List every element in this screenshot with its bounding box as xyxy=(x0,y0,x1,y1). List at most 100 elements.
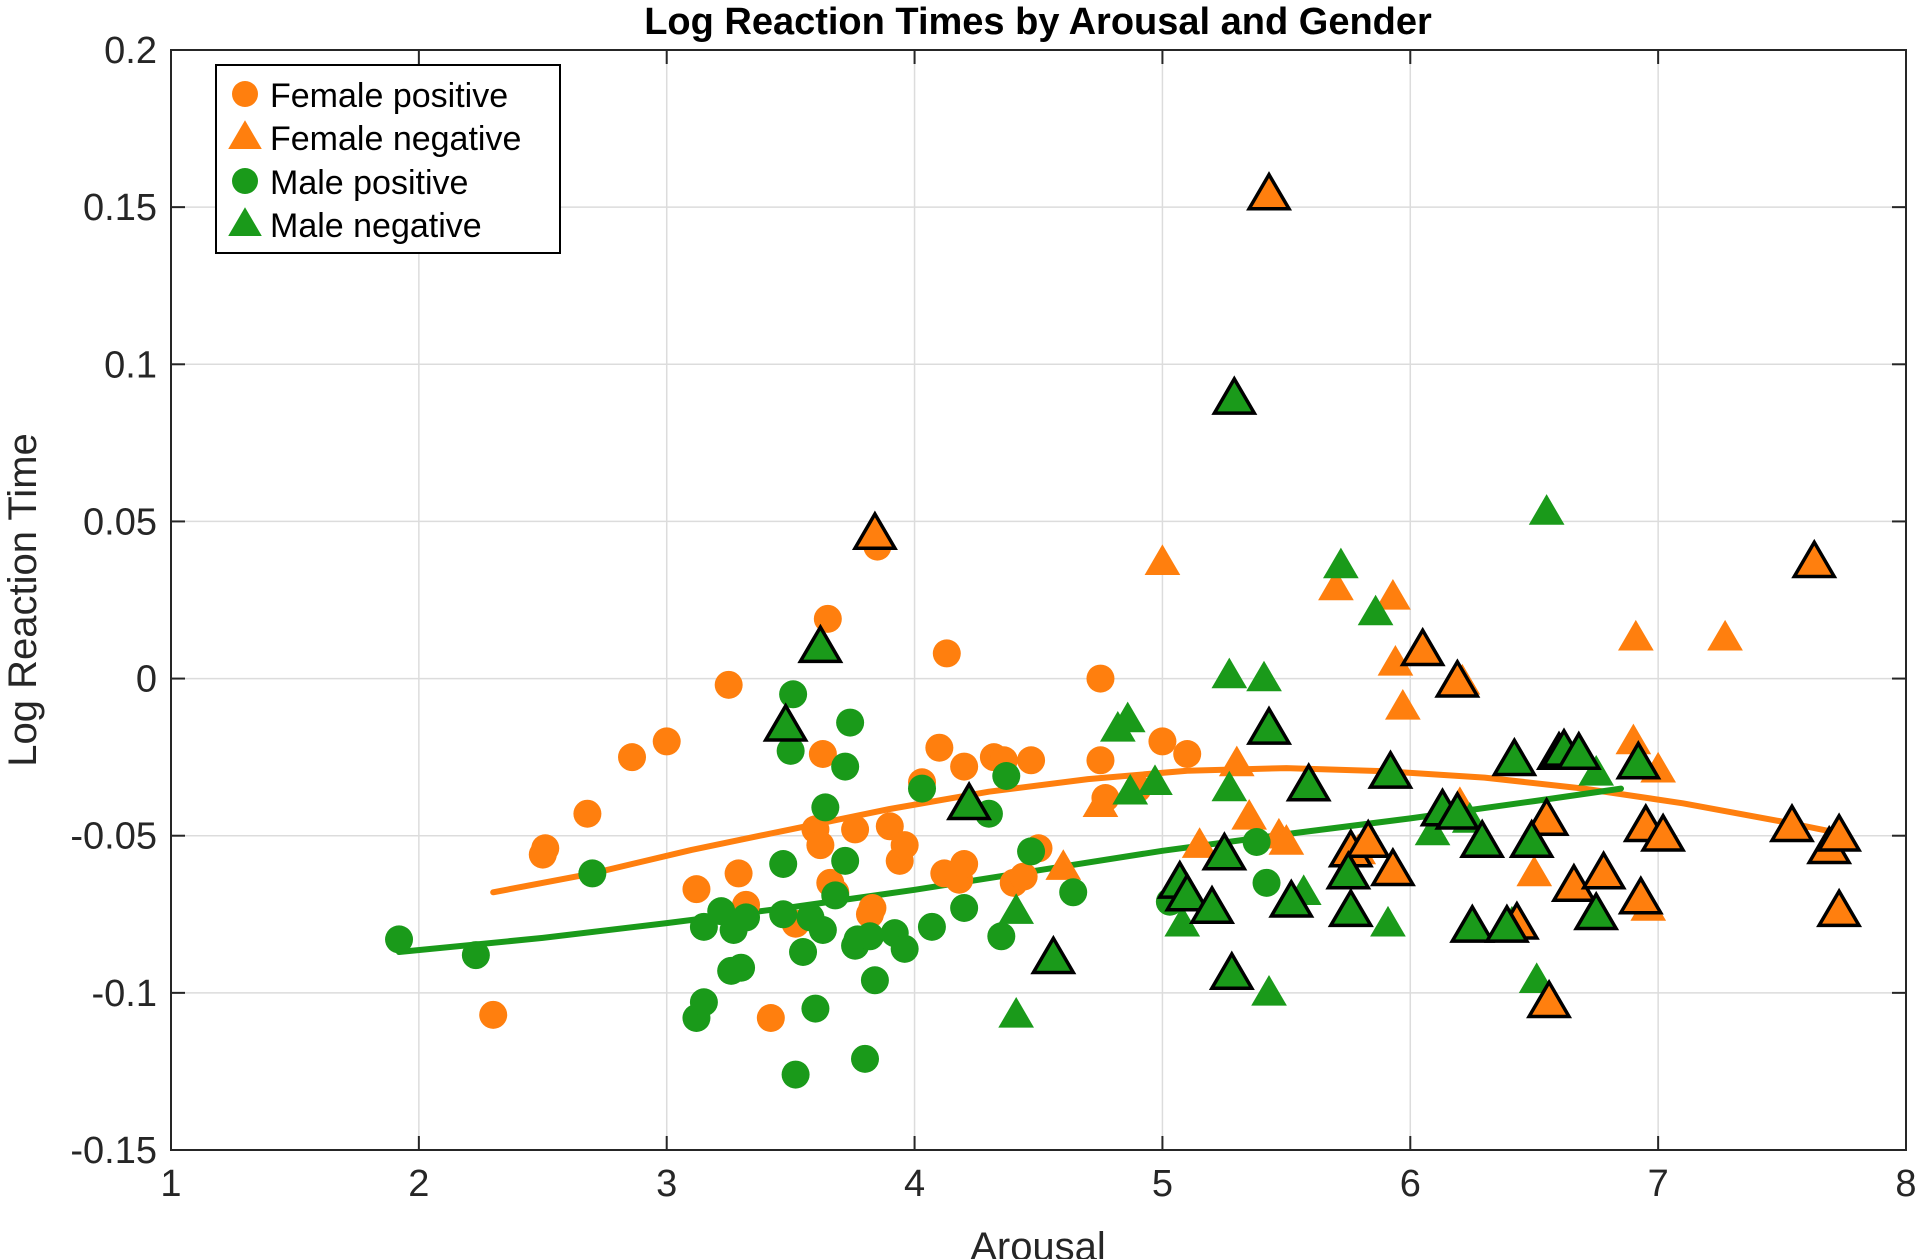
highlighted-point-male-negative xyxy=(1211,375,1258,415)
point-male-negative xyxy=(1211,770,1248,802)
point-male-positive xyxy=(1059,878,1088,907)
point-female-positive xyxy=(858,894,887,922)
legend-markers xyxy=(228,81,262,236)
point-male-negative xyxy=(1164,905,1201,937)
point-female-negative xyxy=(1516,855,1553,887)
highlighted-point-male-negative xyxy=(1188,884,1236,925)
point-female-negative xyxy=(1377,645,1414,676)
point-female-negative xyxy=(1231,799,1267,830)
point-female-negative xyxy=(1045,849,1082,880)
point-male-positive xyxy=(1017,837,1046,866)
point-male-positive xyxy=(776,736,805,765)
highlighted-point-female-negative xyxy=(1399,626,1446,667)
point-female-positive xyxy=(950,752,979,781)
highlighted-point-female-negative xyxy=(1246,171,1293,211)
point-male-positive xyxy=(950,894,979,922)
point-male-positive xyxy=(851,1044,879,1073)
point-female-negative xyxy=(1082,786,1119,817)
point-male-negative xyxy=(1357,594,1394,626)
highlighted-point-male-negative xyxy=(1327,887,1374,928)
y-tick-label: 0.2 xyxy=(104,30,157,72)
y-tick-label: 0.1 xyxy=(104,344,157,386)
highlighted-point-female-negative xyxy=(1640,812,1687,852)
x-tick-label: 4 xyxy=(904,1163,925,1205)
point-male-positive xyxy=(727,953,756,982)
point-female-negative xyxy=(1318,569,1354,601)
highlighted-point-male-negative xyxy=(1555,730,1602,771)
point-male-negative xyxy=(1112,773,1149,805)
point-female-negative xyxy=(1268,824,1305,855)
legend-marker-female-negative xyxy=(228,120,262,149)
legend-label-male-negative: Male negative xyxy=(270,207,482,245)
highlighted-point-female-negative xyxy=(1523,796,1570,837)
x-tick-label: 8 xyxy=(1895,1163,1916,1205)
highlighted-point-female-negative xyxy=(1768,802,1815,843)
highlighted-point-male-negative xyxy=(1164,872,1211,912)
point-male-positive xyxy=(890,934,919,963)
y-tick-label: 0 xyxy=(136,659,157,701)
point-female-positive xyxy=(950,850,979,878)
point-male-positive xyxy=(811,793,840,822)
y-tick-label: 0.15 xyxy=(83,187,157,229)
point-female-negative xyxy=(1618,619,1654,651)
point-male-positive xyxy=(1242,828,1271,856)
highlighted-point-female-negative xyxy=(1526,978,1573,1019)
x-tick-label: 7 xyxy=(1648,1163,1669,1205)
point-male-positive xyxy=(831,752,860,781)
point-male-positive xyxy=(821,881,850,910)
point-female-negative xyxy=(1615,723,1652,755)
plot-frame xyxy=(170,49,1907,1151)
point-male-positive xyxy=(808,916,837,944)
highlighted-point-male-negative xyxy=(797,623,844,664)
legend-marker-male-negative xyxy=(228,207,262,236)
x-tick-label: 2 xyxy=(408,1163,429,1205)
y-tick-label: -0.05 xyxy=(70,816,157,858)
point-male-positive xyxy=(769,900,798,929)
x-axis-label: Arousal xyxy=(970,1225,1106,1259)
fit-line-female xyxy=(490,765,1847,896)
point-male-positive xyxy=(1252,868,1281,897)
point-female-positive xyxy=(925,733,954,762)
point-female-positive xyxy=(1086,746,1115,775)
highlighted-point-female-negative xyxy=(1580,850,1627,890)
point-male-negative xyxy=(1578,755,1614,786)
highlighted-point-female-negative xyxy=(1369,846,1416,887)
x-tick-label: 5 xyxy=(1152,1163,1173,1205)
point-male-positive xyxy=(781,1060,810,1089)
point-male-positive xyxy=(779,680,808,709)
point-female-positive xyxy=(652,727,681,756)
highlighted-point-female-negative xyxy=(1345,818,1392,859)
point-female-positive xyxy=(932,639,961,668)
point-male-negative xyxy=(1211,657,1248,689)
point-male-negative xyxy=(998,997,1034,1028)
point-male-positive xyxy=(461,941,490,970)
point-female-positive xyxy=(1086,664,1115,693)
point-female-positive xyxy=(531,834,560,863)
chart-title: Log Reaction Times by Arousal and Gender xyxy=(644,1,1432,43)
highlighted-point-male-negative xyxy=(1268,878,1315,918)
point-male-negative xyxy=(1323,547,1359,579)
legend-marker-male-positive xyxy=(232,168,258,194)
highlighted-point-male-negative xyxy=(1201,831,1248,871)
point-female-negative xyxy=(1181,827,1218,858)
y-tick-label: -0.15 xyxy=(70,1130,157,1172)
point-male-negative xyxy=(1246,660,1282,692)
legend-label-male-positive: Male positive xyxy=(270,164,468,202)
y-tick-label: -0.1 xyxy=(92,973,157,1015)
highlighted-point-male-negative xyxy=(762,702,809,742)
point-female-positive xyxy=(806,831,835,860)
tick-labels: 1 2 3 4 5 6 7 8 -0.15 -0.1 -0.05 0 0.05 0.1 0.15 0.2 xyxy=(70,30,1916,1205)
point-female-negative xyxy=(1144,544,1181,575)
highlighted-point-male-negative xyxy=(1491,736,1538,777)
point-female-negative xyxy=(1375,579,1411,610)
point-female-positive xyxy=(756,1004,785,1032)
point-female-negative xyxy=(1707,619,1743,651)
data-points xyxy=(385,171,1863,1089)
point-male-positive xyxy=(908,774,937,803)
x-tick-label: 3 xyxy=(656,1163,677,1205)
point-male-positive xyxy=(578,859,607,888)
point-male-positive xyxy=(769,850,798,878)
y-tick-label: 0.05 xyxy=(83,501,157,543)
point-male-positive xyxy=(987,922,1016,951)
highlighted-point-male-negative xyxy=(1508,818,1555,859)
